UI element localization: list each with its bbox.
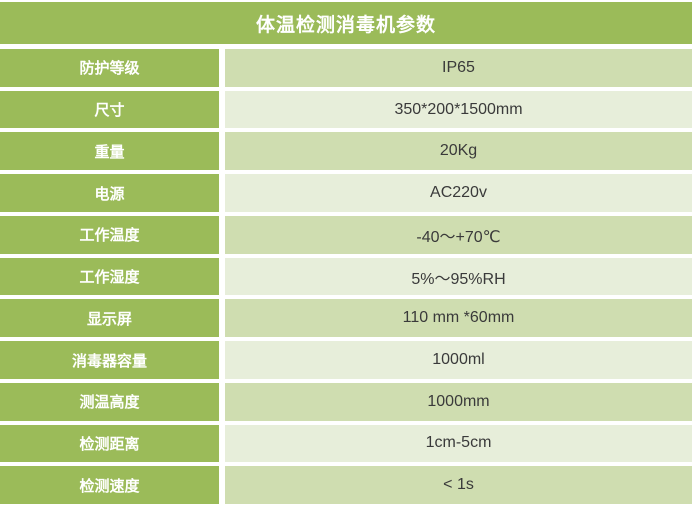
row-label: 检测速度 bbox=[0, 466, 219, 505]
row-value: 5%～95%RH bbox=[225, 257, 692, 296]
table-row: 尺寸 350*200*1500mm bbox=[0, 90, 692, 129]
row-label: 重量 bbox=[0, 132, 219, 171]
row-label: 检测距离 bbox=[0, 424, 219, 463]
table-row: 重量 20Kg bbox=[0, 132, 692, 171]
row-value: 1000mm bbox=[225, 382, 692, 421]
row-label: 显示屏 bbox=[0, 299, 219, 338]
row-label: 工作温度 bbox=[0, 215, 219, 254]
table-row: 测温高度 1000mm bbox=[0, 382, 692, 421]
table-row: 工作湿度 5%～95%RH bbox=[0, 257, 692, 296]
row-value: 1cm-5cm bbox=[225, 424, 692, 463]
row-label: 消毒器容量 bbox=[0, 341, 219, 379]
row-label: 测温高度 bbox=[0, 382, 219, 421]
row-value: IP65 bbox=[225, 49, 692, 87]
row-value: 1000ml bbox=[225, 341, 692, 379]
table-row: 防护等级 IP65 bbox=[0, 49, 692, 87]
row-label: 防护等级 bbox=[0, 49, 219, 87]
table-body: 防护等级 IP65 尺寸 350*200*1500mm 重量 20Kg 电源 A… bbox=[0, 49, 692, 505]
table-row: 消毒器容量 1000ml bbox=[0, 341, 692, 379]
table-title: 体温检测消毒机参数 bbox=[0, 2, 692, 44]
row-value: < 1s bbox=[225, 466, 692, 505]
table-row: 电源 AC220v bbox=[0, 174, 692, 212]
row-value: 20Kg bbox=[225, 132, 692, 171]
row-label: 工作湿度 bbox=[0, 257, 219, 296]
row-label: 尺寸 bbox=[0, 90, 219, 129]
row-value: AC220v bbox=[225, 174, 692, 212]
table-row: 检测距离 1cm-5cm bbox=[0, 424, 692, 463]
table-row: 显示屏 110 mm *60mm bbox=[0, 299, 692, 338]
table-row: 检测速度 < 1s bbox=[0, 466, 692, 505]
row-value: 110 mm *60mm bbox=[225, 299, 692, 338]
row-value: -40～+70℃ bbox=[225, 215, 692, 254]
row-value: 350*200*1500mm bbox=[225, 90, 692, 129]
table-row: 工作温度 -40～+70℃ bbox=[0, 215, 692, 254]
row-label: 电源 bbox=[0, 174, 219, 212]
